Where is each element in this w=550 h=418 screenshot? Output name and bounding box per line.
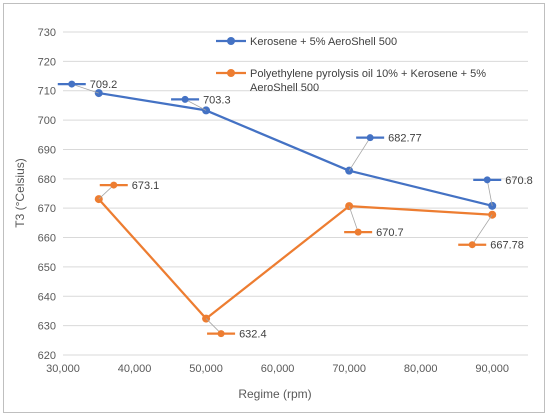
- leader-line-polyethylene: [205, 318, 222, 334]
- data-label-polyethylene: 667.78: [490, 240, 524, 252]
- y-tick-label: 710: [38, 86, 56, 98]
- legend: Kerosene + 5% AeroShell 500 Polyethylene…: [216, 36, 486, 94]
- x-tick-label: 50,000: [189, 363, 223, 375]
- y-tick-label: 650: [38, 262, 56, 274]
- x-tick-label: 60,000: [261, 363, 295, 375]
- y-tick-label: 630: [38, 321, 56, 333]
- series-line-kerosene: [98, 91, 493, 207]
- legend-label-kerosene: Kerosene + 5% AeroShell 500: [250, 36, 397, 48]
- leader-line-kerosene: [184, 99, 207, 111]
- series-line-polyethylene: [97, 198, 493, 320]
- label-key-dot-kerosene: [181, 95, 189, 103]
- legend-label-polyethylene-line2: AeroShell 500: [250, 82, 319, 94]
- x-axis-title: Regime (rpm): [238, 387, 311, 401]
- x-tick-label: 80,000: [404, 363, 438, 375]
- legend-label-polyethylene-line1: Polyethylene pyrolysis oil 10% + Kerosen…: [250, 68, 486, 80]
- label-key-dot-polyethylene: [468, 241, 476, 249]
- data-label-kerosene: 703.3: [203, 94, 231, 106]
- data-label-kerosene: 670.8: [505, 175, 533, 187]
- series-layer: [94, 89, 497, 323]
- y-tick-label: 680: [38, 174, 56, 186]
- y-tick-label: 690: [38, 144, 56, 156]
- y-tick-label: 620: [38, 350, 56, 362]
- gridlines: [63, 31, 528, 327]
- data-label-polyethylene: 670.7: [376, 227, 404, 239]
- leader-line-kerosene: [348, 137, 371, 171]
- legend-marker-dot-polyethylene: [227, 69, 235, 77]
- x-tick-label: 70,000: [332, 363, 366, 375]
- label-key-dot-polyethylene: [110, 181, 118, 189]
- label-key-dot-kerosene: [366, 134, 374, 142]
- y-tick-label: 670: [38, 203, 56, 215]
- label-key-dot-polyethylene: [217, 330, 225, 338]
- leader-line-kerosene: [486, 179, 493, 206]
- data-label-kerosene: 682.77: [388, 133, 422, 145]
- y-axis-title: T3 (°Celsius): [13, 158, 27, 227]
- data-label-kerosene: 709.2: [90, 79, 118, 91]
- leader-line-polyethylene: [348, 205, 359, 233]
- label-key-dot-kerosene: [483, 176, 491, 184]
- data-label-polyethylene: 632.4: [239, 329, 267, 341]
- legend-marker-dot-kerosene: [227, 37, 235, 45]
- label-key-dot-polyethylene: [354, 228, 362, 236]
- x-tick-label: 90,000: [475, 363, 509, 375]
- y-tick-label: 730: [38, 27, 56, 39]
- x-tick-label: 30,000: [46, 363, 80, 375]
- y-tick-labels: 620 630 640 650 660 670 680 690 700 710 720 730: [38, 27, 56, 362]
- data-labels-layer: 709.2 703.3 682.77 670.8 673.1 632.4 670.7 667.…: [57, 79, 533, 341]
- x-tick-label: 40,000: [118, 363, 152, 375]
- data-label-polyethylene: 673.1: [132, 180, 160, 192]
- leader-line-kerosene: [71, 83, 99, 94]
- y-tick-label: 660: [38, 233, 56, 245]
- leader-line-polyethylene: [471, 214, 493, 245]
- y-tick-label: 720: [38, 56, 56, 68]
- y-tick-label: 640: [38, 291, 56, 303]
- y-tick-label: 700: [38, 115, 56, 127]
- x-tick-labels: 30,000 40,000 50,000 60,000 70,000 80,000 90,0…: [46, 363, 509, 375]
- label-key-dot-kerosene: [68, 80, 76, 88]
